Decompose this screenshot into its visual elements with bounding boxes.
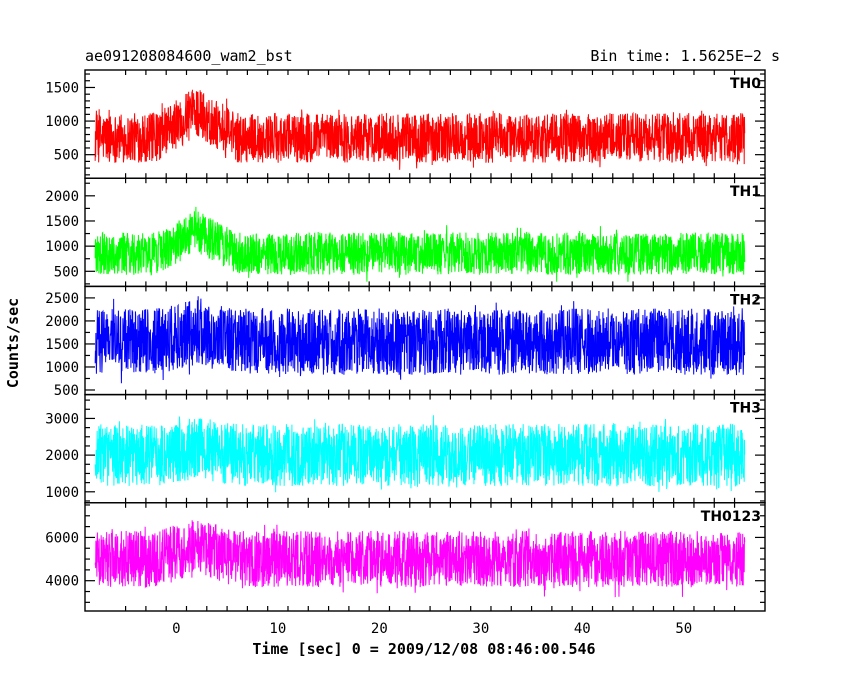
lightcurve-th1: [94, 206, 746, 282]
y-tick-label: 500: [54, 383, 79, 399]
series-label-th2: TH2: [730, 292, 761, 308]
lightcurve-th0123: [94, 520, 746, 598]
y-tick-label: 1000: [45, 114, 79, 130]
series-label-th0: TH0: [730, 76, 761, 92]
series-label-th1: TH1: [730, 184, 761, 200]
y-axis-label: Counts/sec: [4, 298, 22, 388]
y-tick-label: 1000: [45, 239, 79, 255]
y-tick-label: 1000: [45, 485, 79, 501]
y-tick-label: 2500: [45, 291, 79, 307]
y-tick-label: 500: [54, 148, 79, 164]
y-tick-label: 6000: [45, 530, 79, 546]
x-tick-label: 30: [472, 621, 489, 637]
y-tick-label: 500: [54, 264, 79, 280]
lightcurve-th0: [94, 89, 746, 170]
x-tick-label: 50: [675, 621, 692, 637]
x-tick-label: 0: [172, 621, 180, 637]
chart-title: ae091208084600_wam2_bst: [85, 47, 293, 65]
lightcurve-th3: [94, 415, 746, 493]
x-axis-label: Time [sec] 0 = 2009/12/08 08:46:00.546: [252, 640, 595, 658]
x-tick-label: 20: [371, 621, 388, 637]
y-tick-label: 2000: [45, 314, 79, 330]
y-tick-label: 2000: [45, 448, 79, 464]
x-tick-label: 10: [269, 621, 286, 637]
y-tick-label: 3000: [45, 411, 79, 427]
panel-frame-th0123: [84, 502, 766, 612]
y-tick-label: 2000: [45, 189, 79, 205]
y-tick-label: 1500: [45, 80, 79, 96]
y-tick-label: 1500: [45, 214, 79, 230]
series-label-th0123: TH0123: [701, 509, 761, 525]
lightcurve-th2: [94, 296, 746, 384]
series-label-th3: TH3: [730, 401, 761, 417]
bin-time-label: Bin time: 1.5625E−2 s: [590, 47, 780, 65]
y-tick-label: 1000: [45, 360, 79, 376]
y-tick-label: 1500: [45, 337, 79, 353]
x-tick-label: 40: [574, 621, 591, 637]
y-tick-label: 4000: [45, 574, 79, 590]
